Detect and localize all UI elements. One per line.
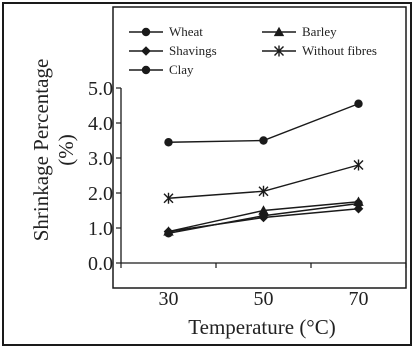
series-shavings [163,203,364,237]
legend-marker [273,26,285,37]
series-without-fibres [163,159,364,204]
data-point-shavings [163,226,174,237]
legend-marker [141,46,151,56]
axes: 0.0 1.0 2.0 3.0 4.0 5.0 30 50 70 [88,78,407,310]
y-tick-label: 1.0 [88,218,113,240]
legend-item-wheat: Wheat [129,24,203,39]
legend-marker [141,27,151,37]
chart-border [2,2,412,346]
data-point-shavings [353,203,364,214]
data-point-clay [259,136,268,145]
y-tick-label: 5.0 [88,78,113,100]
data-point-without-fibres [163,192,174,204]
legend-item-shavings: Shavings [129,43,217,58]
legend-label: Wheat [169,24,203,39]
data-point-clay [164,138,173,147]
series-group [163,99,364,238]
data-point-clay [354,99,363,108]
x-axis-title: Temperature (°C) [188,315,335,339]
plot-area-frame [112,6,407,289]
series-clay [164,99,363,147]
legend-item-clay: Clay [129,62,194,77]
legend-marker [274,45,284,57]
data-point-barley [353,196,364,206]
x-tick-label: 70 [349,288,369,310]
x-tick-label: 50 [254,288,274,310]
data-point-without-fibres [353,159,364,171]
y-tick-label: 3.0 [88,148,113,170]
y-axis-title-line2: (%) [54,134,78,165]
legend-marker [141,65,151,75]
legend-label: Clay [169,62,194,77]
legend: Wheat Barley Shavings Without fibres Clay [129,24,377,77]
x-tick-label: 30 [159,288,179,310]
legend-item-barley: Barley [262,24,337,39]
y-tick-label: 0.0 [88,253,113,275]
legend-label: Barley [302,24,337,39]
legend-label: Without fibres [302,43,377,58]
y-axis-title-line1: Shrinkage Percentage [29,59,53,242]
y-tick-label: 2.0 [88,183,113,205]
data-point-barley [258,205,269,215]
legend-item-without-fibres: Without fibres [262,43,377,58]
y-tick-label: 4.0 [88,113,113,135]
legend-label: Shavings [169,43,217,58]
data-point-shavings [258,212,269,223]
data-point-without-fibres [258,185,269,197]
